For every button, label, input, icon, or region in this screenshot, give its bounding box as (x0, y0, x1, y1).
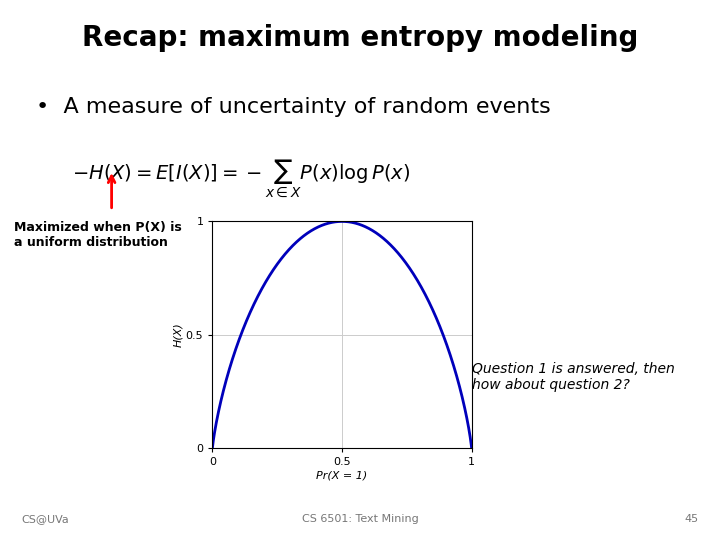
Y-axis label: H(X): H(X) (173, 322, 183, 347)
Text: $- H(X) = E[I(X)] = -\sum_{x \in X} P(x) \log P(x)$: $- H(X) = E[I(X)] = -\sum_{x \in X} P(x)… (72, 157, 410, 199)
X-axis label: Pr(X = 1): Pr(X = 1) (316, 470, 368, 480)
Text: 45: 45 (684, 514, 698, 524)
Text: CS 6501: Text Mining: CS 6501: Text Mining (302, 514, 418, 524)
Text: Maximized when P(X) is
a uniform distribution: Maximized when P(X) is a uniform distrib… (14, 221, 182, 249)
Text: Question 1 is answered, then
how about question 2?: Question 1 is answered, then how about q… (472, 362, 675, 392)
Text: CS@UVa: CS@UVa (22, 514, 69, 524)
Text: Recap: maximum entropy modeling: Recap: maximum entropy modeling (82, 24, 638, 52)
Text: •  A measure of uncertainty of random events: • A measure of uncertainty of random eve… (36, 97, 551, 117)
